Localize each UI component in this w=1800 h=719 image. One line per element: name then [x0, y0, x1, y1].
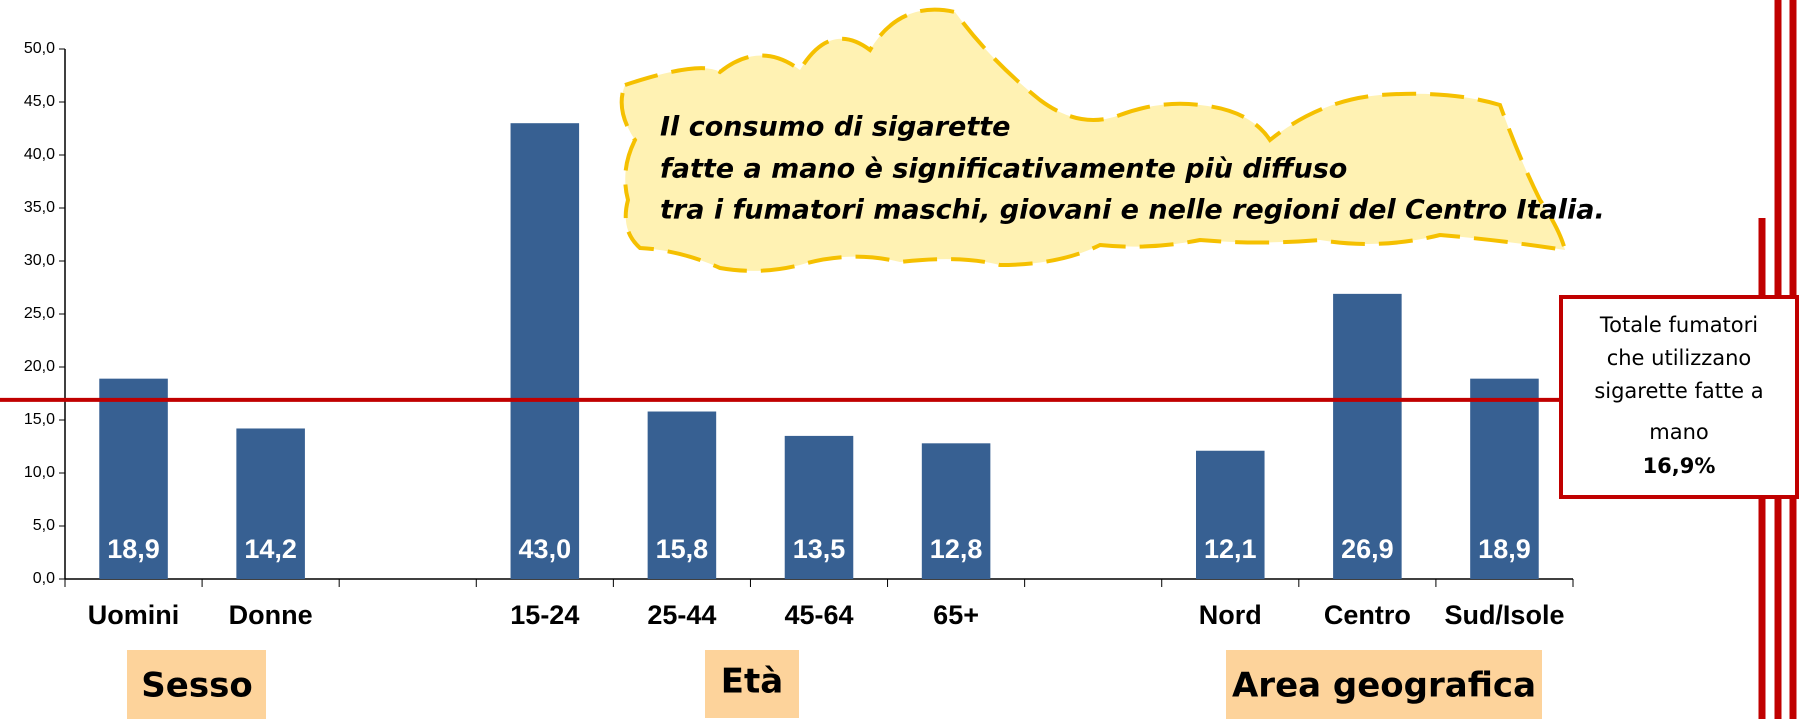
group-label: Sesso	[141, 666, 252, 706]
reference-text: che utilizzano	[1607, 346, 1752, 370]
x-tick-label: Donne	[229, 600, 313, 630]
value-label: 18,9	[107, 534, 160, 564]
y-tick-label: 45,0	[24, 93, 55, 110]
x-tick-label: 15-24	[510, 600, 579, 630]
annotation: fatte a mano è significativamente più di…	[660, 154, 1347, 185]
y-tick-label: 10,0	[24, 464, 55, 481]
reference-label: 16,9%	[1643, 454, 1716, 478]
value-label: 14,2	[244, 534, 297, 564]
value-label: 12,1	[1204, 534, 1257, 564]
group-label: Età	[721, 662, 783, 702]
y-tick-label: 40,0	[24, 146, 55, 163]
annotation: tra i fumatori maschi, giovani e nelle r…	[660, 195, 1605, 226]
y-tick-label: 15,0	[24, 411, 55, 428]
annotation: Il consumo di sigarette	[660, 112, 1010, 143]
y-tick-label: 0,0	[33, 570, 55, 587]
x-tick-label: Uomini	[88, 600, 180, 630]
reference-text: Totale fumatori	[1599, 313, 1758, 337]
y-tick-label: 50,0	[24, 40, 55, 57]
reference-text: sigarette fatte a	[1594, 379, 1763, 403]
x-tick-label: Centro	[1324, 600, 1411, 630]
bar	[511, 123, 580, 579]
y-tick-label: 5,0	[33, 517, 55, 534]
y-tick-label: 30,0	[24, 252, 55, 269]
chart: Sesso Età Area geografica 0,0 5,0 10,0 15,0…	[0, 0, 1800, 719]
value-label: 13,5	[793, 534, 846, 564]
y-tick-label: 35,0	[24, 199, 55, 216]
x-tick-label: 45-64	[784, 600, 853, 630]
y-tick-label: 25,0	[24, 305, 55, 322]
value-label: 15,8	[656, 534, 709, 564]
reference-text: mano	[1649, 420, 1708, 444]
value-label: 43,0	[519, 534, 572, 564]
y-tick-label: 20,0	[24, 358, 55, 375]
x-tick-label: 25-44	[647, 600, 716, 630]
x-tick-label: Sud/Isole	[1444, 600, 1564, 630]
x-tick-label: Nord	[1199, 600, 1262, 630]
value-label: 26,9	[1341, 534, 1394, 564]
value-label: 12,8	[930, 534, 983, 564]
value-label: 18,9	[1478, 534, 1531, 564]
x-tick-label: 65+	[933, 600, 979, 630]
group-label: Area geografica	[1232, 666, 1536, 706]
